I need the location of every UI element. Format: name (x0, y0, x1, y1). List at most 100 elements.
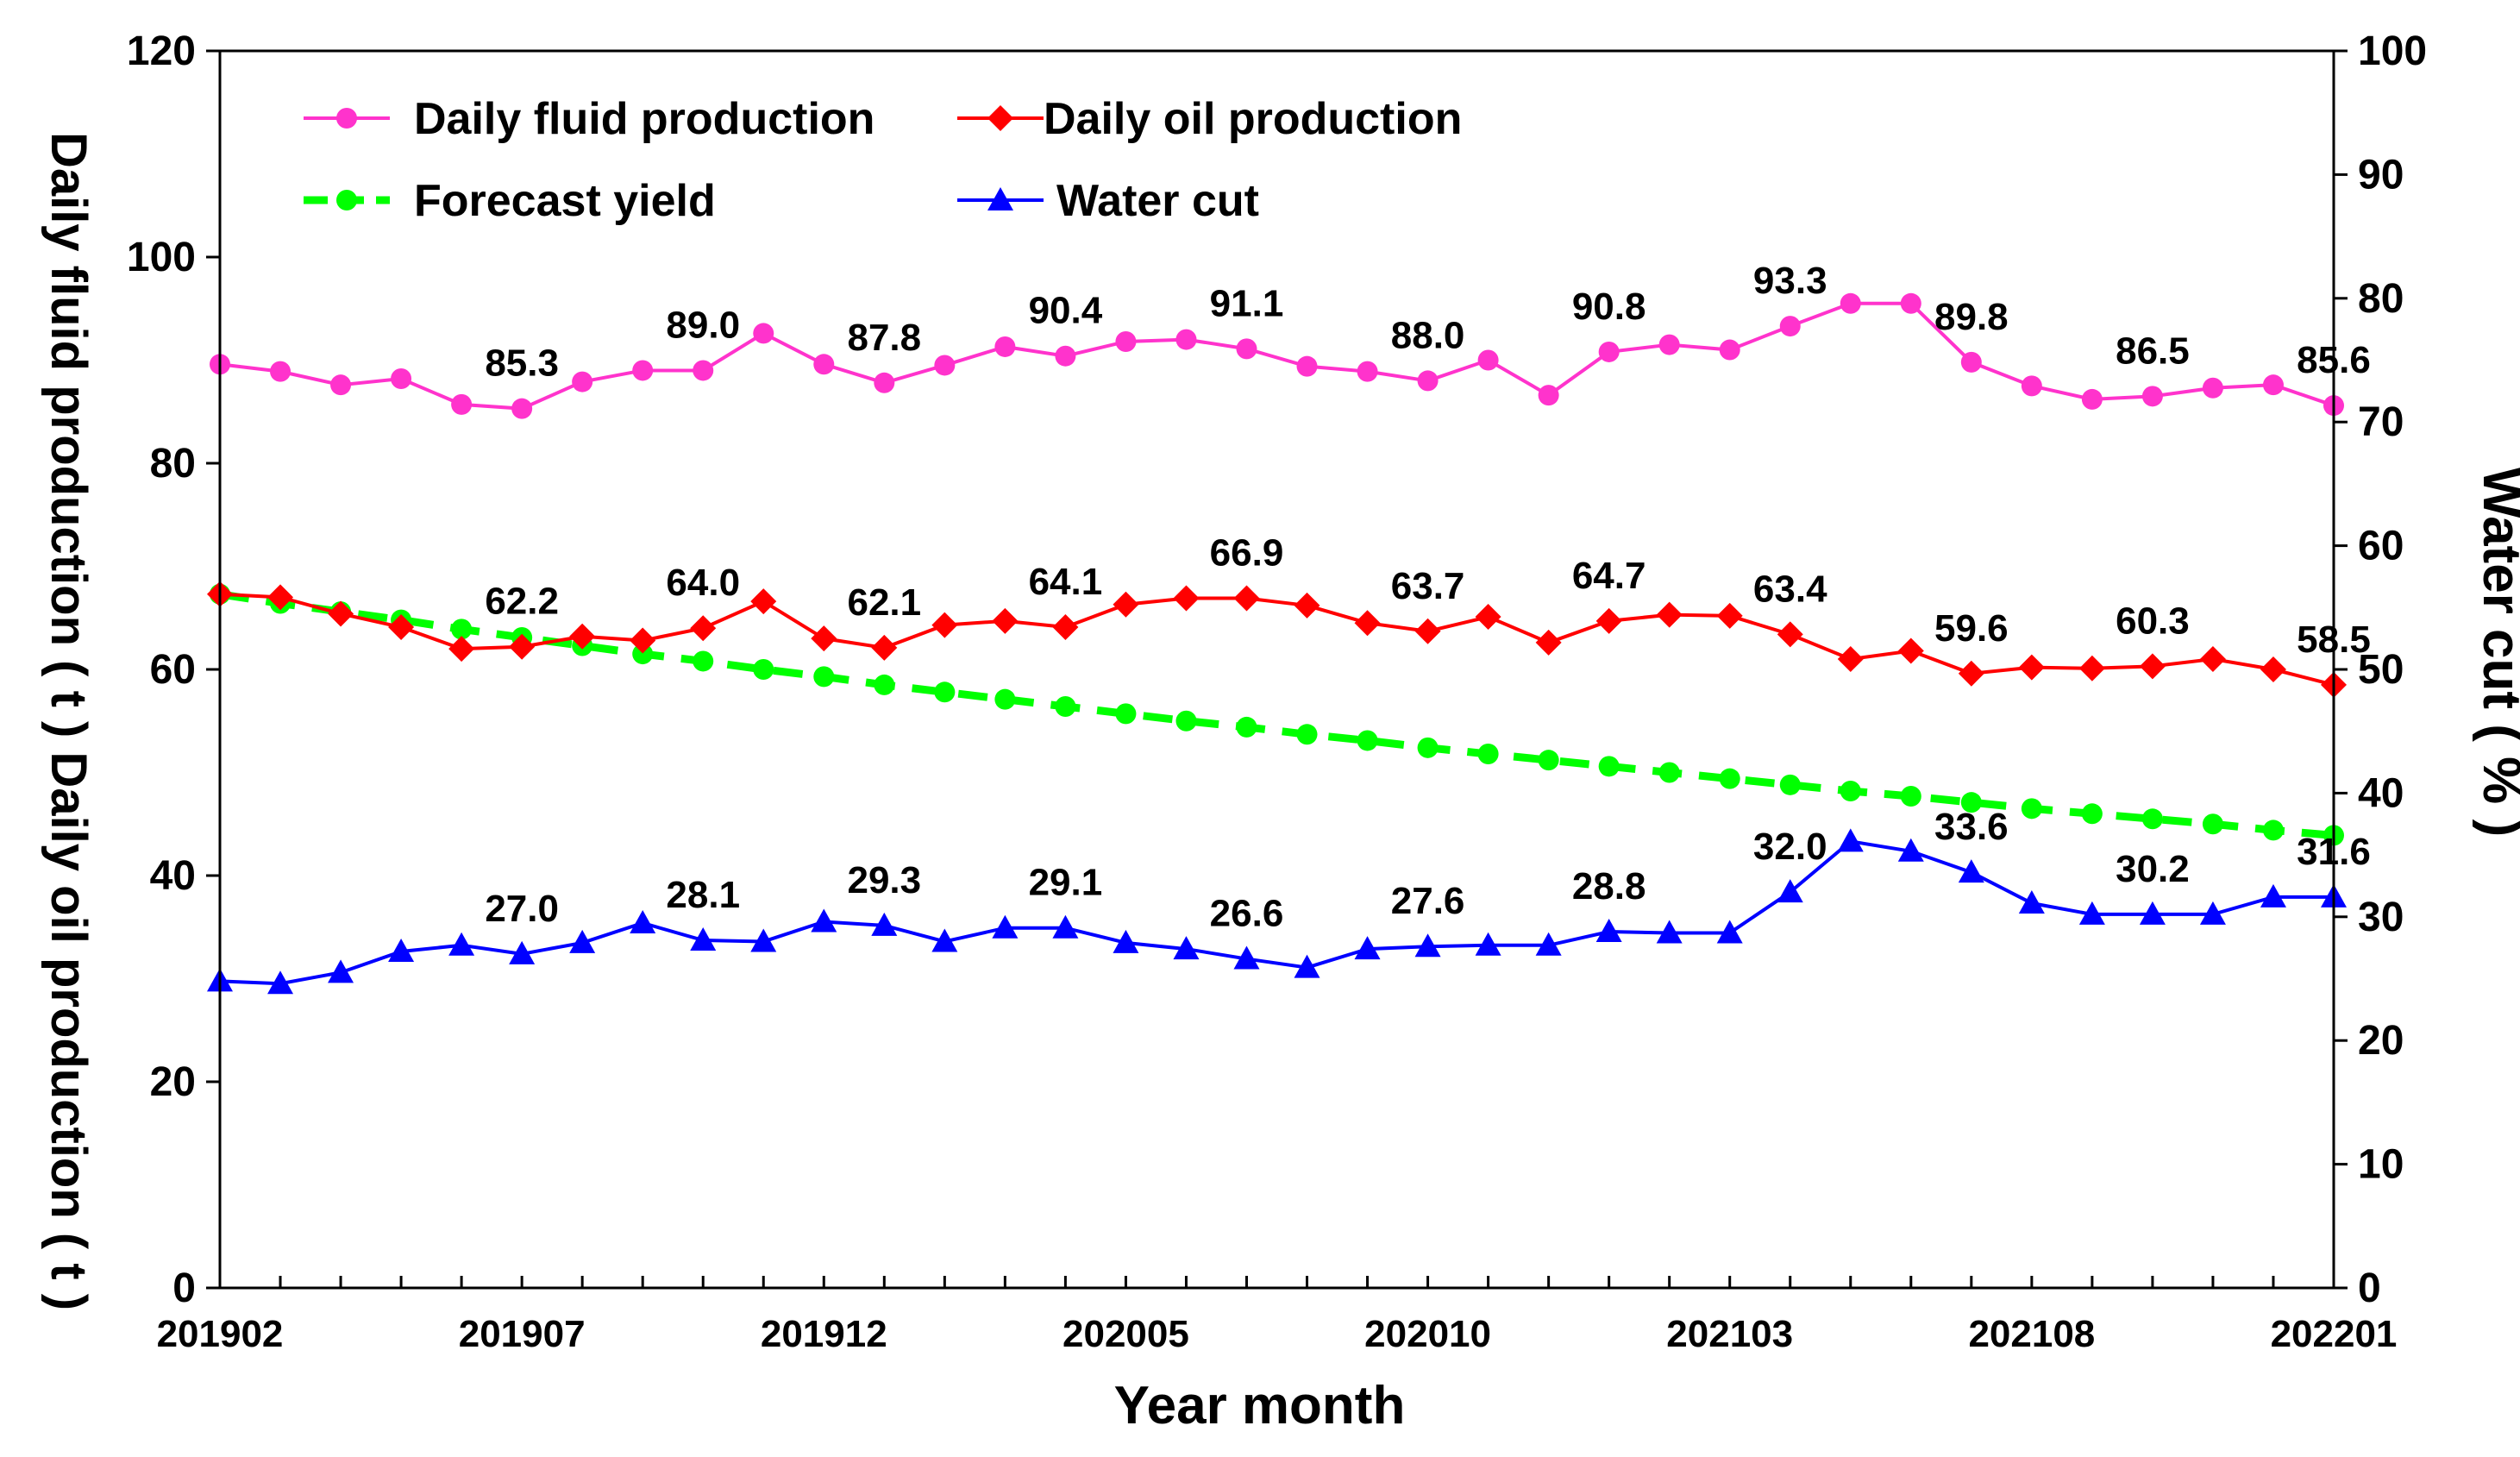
series-line-water-cut (219, 839, 2334, 986)
data-label-daily-fluid-production: 89.0 (666, 304, 740, 346)
data-point-forecast-yield (1840, 781, 1861, 802)
data-point-forecast-yield (1417, 737, 1439, 758)
series-line-daily-fluid-production (219, 301, 2335, 411)
data-point-water-cut (931, 928, 958, 952)
data-point-water-cut (1777, 879, 1803, 903)
data-point-daily-oil-production (630, 627, 656, 654)
data-point-daily-oil-production (388, 614, 415, 641)
data-point-daily-oil-production (2018, 654, 2045, 681)
data-point-daily-oil-production (1113, 591, 1139, 618)
data-point-daily-oil-production (1294, 592, 1320, 619)
legend-label-forecast-yield: Forecast yield (414, 176, 716, 226)
data-point-forecast-yield (2021, 798, 2042, 820)
data-label-daily-oil-production: 66.9 (1210, 532, 1284, 575)
data-point-daily-fluid-production (1055, 345, 1076, 367)
data-point-forecast-yield (813, 666, 835, 688)
data-label-daily-oil-production: 63.7 (1391, 565, 1465, 607)
data-point-daily-oil-production (1173, 585, 1200, 612)
data-point-water-cut (1414, 933, 1441, 958)
data-point-daily-fluid-production (330, 374, 352, 396)
axes: 0 20 40 60 80 100 120 0 10 20 30 40 50 60 70 80 90 100 201… (41, 28, 2520, 1435)
data-label-water-cut: 27.0 (485, 888, 559, 930)
left-y-tick-label: 60 (150, 647, 196, 693)
data-point-water-cut (2260, 883, 2286, 907)
data-point-daily-fluid-production (1236, 338, 1257, 360)
data-point-forecast-yield (2081, 803, 2103, 825)
data-label-daily-fluid-production: 90.4 (1029, 290, 1103, 332)
data-point-daily-oil-production (1777, 621, 1803, 648)
left-y-tick-label: 40 (150, 853, 196, 899)
x-tick-label: 202103 (1666, 1313, 1793, 1355)
data-point-forecast-yield (874, 674, 895, 695)
data-point-daily-fluid-production (1719, 339, 1740, 361)
legend-item-forecast-yield: Forecast yield (304, 176, 716, 226)
left-y-tick-label: 80 (150, 441, 196, 487)
right-y-tick-label: 50 (2358, 647, 2404, 693)
data-point-daily-oil-production (2260, 656, 2286, 682)
data-point-water-cut (630, 909, 656, 933)
data-point-forecast-yield (1357, 730, 1378, 751)
data-point-water-cut (992, 914, 1019, 939)
data-point-forecast-yield (1296, 724, 1318, 745)
legend-item-daily-oil-production: Daily oil production (957, 94, 1462, 144)
data-point-forecast-yield (934, 681, 956, 703)
data-label-daily-fluid-production: 93.3 (1753, 260, 1827, 302)
data-point-daily-fluid-production (1960, 351, 1982, 373)
data-point-daily-oil-production (267, 584, 294, 611)
data-label-water-cut: 28.8 (1572, 865, 1646, 907)
data-point-water-cut (1716, 920, 1743, 944)
legend-marker-water-cut (987, 187, 1013, 210)
data-point-daily-oil-production (1837, 646, 1864, 673)
data-point-daily-fluid-production (2081, 388, 2103, 410)
data-point-daily-fluid-production (632, 360, 654, 381)
data-point-daily-fluid-production (1840, 292, 1861, 314)
left-y-tick-label: 120 (127, 28, 196, 74)
data-point-daily-oil-production (750, 588, 777, 615)
left-y-tick-label: 20 (150, 1059, 196, 1105)
data-point-daily-fluid-production (1658, 334, 1680, 355)
data-point-daily-fluid-production (391, 368, 412, 390)
data-label-water-cut: 26.6 (1210, 893, 1284, 935)
data-point-daily-oil-production (1052, 614, 1079, 641)
data-point-forecast-yield (1598, 756, 1620, 777)
data-point-water-cut (328, 959, 354, 983)
data-label-daily-fluid-production: 90.8 (1572, 286, 1646, 328)
legend: Daily fluid production Daily oil producti… (304, 94, 1462, 226)
data-point-daily-oil-production (2139, 653, 2166, 680)
right-y-tick-label: 100 (2358, 28, 2427, 74)
data-label-daily-oil-production: 64.1 (1029, 561, 1103, 603)
data-point-daily-oil-production (328, 600, 354, 627)
data-point-water-cut (1475, 932, 1501, 956)
data-point-daily-oil-production (690, 615, 717, 642)
data-point-water-cut (448, 932, 475, 956)
data-point-daily-oil-production (811, 625, 837, 652)
data-point-daily-fluid-production (1477, 349, 1499, 371)
data-point-daily-fluid-production (813, 354, 835, 375)
data-point-water-cut (1897, 838, 1924, 862)
data-point-water-cut (1113, 929, 1139, 953)
left-y-tick-label: 0 (172, 1265, 196, 1311)
data-point-forecast-yield (2202, 813, 2223, 835)
x-tick-label: 202005 (1063, 1313, 1189, 1355)
data-point-water-cut (2018, 890, 2045, 914)
legend-label-daily-fluid-production: Daily fluid production (414, 94, 874, 144)
data-point-water-cut (750, 928, 777, 952)
x-tick-label: 202201 (2271, 1313, 2398, 1355)
data-point-daily-fluid-production (2202, 377, 2223, 399)
data-point-water-cut (267, 970, 294, 995)
data-point-forecast-yield (1175, 710, 1197, 732)
data-label-water-cut: 33.6 (1934, 806, 2009, 848)
data-point-daily-fluid-production (1900, 292, 1921, 314)
data-label-water-cut: 27.6 (1391, 880, 1465, 922)
data-point-daily-fluid-production (1296, 355, 1318, 377)
data-point-daily-fluid-production (994, 336, 1016, 357)
data-point-forecast-yield (1236, 716, 1257, 738)
data-label-daily-fluid-production: 86.5 (2116, 330, 2190, 372)
data-point-forecast-yield (2141, 808, 2163, 830)
data-point-daily-oil-production (569, 623, 596, 650)
data-point-daily-oil-production (871, 634, 898, 661)
data-point-daily-fluid-production (1538, 385, 1559, 406)
data-point-water-cut (1535, 932, 1562, 956)
data-point-daily-fluid-production (693, 360, 714, 381)
right-y-axis-title: Water cut ( % ) (2472, 468, 2520, 837)
